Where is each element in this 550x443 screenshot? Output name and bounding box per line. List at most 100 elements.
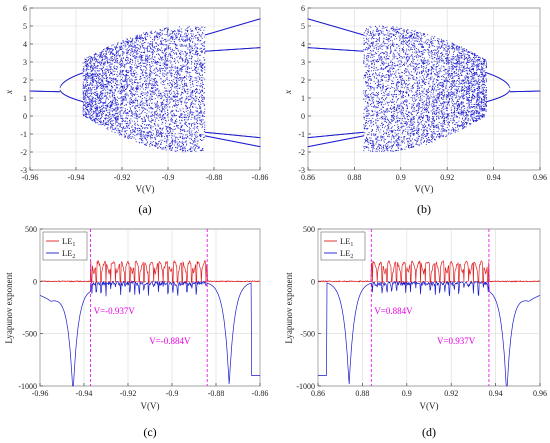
bifurcation-point xyxy=(124,130,126,132)
bifurcation-point xyxy=(140,101,142,103)
bifurcation-point xyxy=(165,105,167,106)
bifurcation-point xyxy=(155,42,157,44)
bifurcation-point xyxy=(120,45,122,47)
bifurcation-point xyxy=(149,55,150,57)
bifurcation-point xyxy=(167,56,169,57)
bifurcation-point xyxy=(83,93,85,95)
bifurcation-point xyxy=(132,111,134,113)
bifurcation-point xyxy=(145,31,147,33)
bifurcation-point xyxy=(188,131,190,133)
bifurcation-point xyxy=(191,113,193,115)
bifurcation-point xyxy=(126,63,128,64)
bifurcation-point xyxy=(93,111,95,113)
bifurcation-point xyxy=(183,129,185,131)
bifurcation-point xyxy=(149,103,150,105)
bifurcation-point xyxy=(99,115,100,117)
bifurcation-point xyxy=(201,26,203,28)
bifurcation-point xyxy=(161,148,163,150)
bifurcation-point xyxy=(177,99,179,101)
bifurcation-point xyxy=(127,62,129,64)
bifurcation-point xyxy=(159,36,161,38)
bifurcation-point xyxy=(87,56,89,58)
bifurcation-point xyxy=(175,122,177,124)
bifurcation-point xyxy=(153,39,155,41)
bifurcation-point xyxy=(84,61,85,63)
bifurcation-point xyxy=(149,124,150,126)
bifurcation-point xyxy=(192,35,194,37)
bifurcation-point xyxy=(188,67,190,69)
bifurcation-point xyxy=(127,78,129,80)
bifurcation-point xyxy=(110,68,112,70)
bifurcation-point xyxy=(191,76,193,78)
bifurcation-point xyxy=(102,75,104,76)
bifurcation-point xyxy=(191,92,193,94)
bifurcation-point xyxy=(176,44,178,46)
bifurcation-point xyxy=(168,79,170,81)
bifurcation-point xyxy=(177,124,179,126)
bifurcation-point xyxy=(153,136,155,138)
bifurcation-point xyxy=(86,91,88,93)
bifurcation-point xyxy=(192,85,194,87)
bifurcation-point xyxy=(116,51,118,53)
bifurcation-point xyxy=(83,66,85,68)
bifurcation-point xyxy=(197,53,199,54)
bifurcation-point xyxy=(149,77,150,79)
bifurcation-point xyxy=(107,103,109,104)
bifurcation-point xyxy=(102,58,104,60)
bifurcation-point xyxy=(94,100,96,102)
bifurcation-point xyxy=(82,110,84,112)
bifurcation-point xyxy=(149,115,151,117)
bifurcation-point xyxy=(114,70,116,72)
bifurcation-point xyxy=(184,99,186,101)
bifurcation-point xyxy=(107,71,109,73)
bifurcation-point xyxy=(117,91,119,93)
bifurcation-point xyxy=(182,60,184,61)
bifurcation-point xyxy=(110,122,111,124)
bifurcation-point xyxy=(191,114,193,116)
bifurcation-point xyxy=(134,107,136,109)
bifurcation-point xyxy=(122,87,124,89)
bifurcation-point xyxy=(150,138,152,140)
bifurcation-point xyxy=(122,64,123,66)
bifurcation-point xyxy=(141,54,142,56)
bifurcation-point xyxy=(187,61,189,63)
bifurcation-point xyxy=(122,57,124,59)
bifurcation-point xyxy=(166,100,168,102)
bifurcation-point xyxy=(124,136,126,138)
bifurcation-point xyxy=(109,106,111,108)
bifurcation-point xyxy=(130,107,131,109)
bifurcation-point xyxy=(87,63,88,65)
bifurcation-point xyxy=(137,115,139,117)
bifurcation-point xyxy=(87,87,89,89)
bifurcation-point xyxy=(179,122,181,124)
bifurcation-point xyxy=(201,127,203,129)
bifurcation-point xyxy=(203,122,205,124)
bifurcation-point xyxy=(150,37,152,39)
bifurcation-point xyxy=(109,60,111,62)
bifurcation-point xyxy=(107,120,109,122)
bifurcation-point xyxy=(90,66,92,68)
bifurcation-point xyxy=(126,94,127,96)
bifurcation-point xyxy=(125,120,127,122)
bifurcation-point xyxy=(195,136,196,138)
bifurcation-point xyxy=(184,65,186,67)
bifurcation-point xyxy=(85,103,87,105)
bifurcation-point xyxy=(111,86,113,88)
bifurcation-point xyxy=(200,124,202,126)
bifurcation-point xyxy=(152,64,154,66)
bifurcation-point xyxy=(170,97,172,99)
bifurcation-point xyxy=(179,56,181,58)
bifurcation-point xyxy=(135,64,137,66)
bifurcation-point xyxy=(164,90,166,92)
bifurcation-point xyxy=(99,111,101,113)
bifurcation-point xyxy=(195,60,197,62)
bifurcation-point xyxy=(84,113,86,115)
bifurcation-point xyxy=(114,90,116,92)
bifurcation-point xyxy=(172,130,174,132)
bifurcation-point xyxy=(104,125,106,127)
bifurcation-point xyxy=(120,115,122,117)
bifurcation-point xyxy=(181,82,183,84)
bifurcation-point xyxy=(191,63,192,65)
bifurcation-point xyxy=(171,55,173,57)
bifurcation-point xyxy=(176,118,177,120)
